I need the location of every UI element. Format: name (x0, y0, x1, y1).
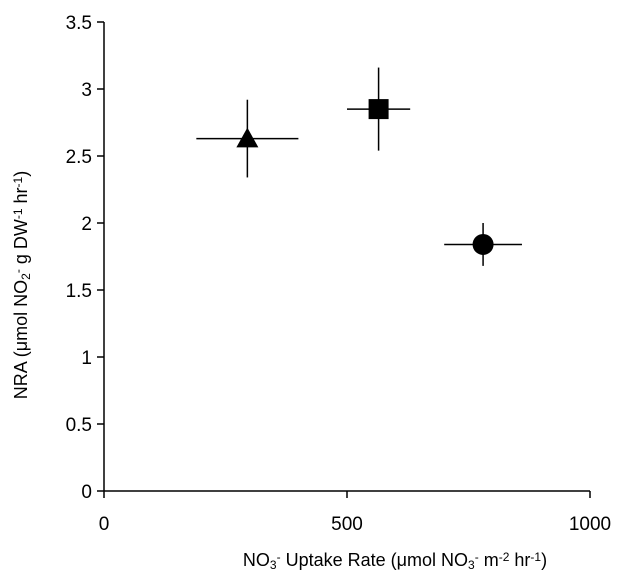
x-axis-label: NO3- Uptake Rate (μmol NO3- m-2 hr-1) (243, 550, 547, 572)
y-tick-label: 3 (81, 80, 92, 101)
label-superscript: - (11, 269, 25, 273)
label-text: g DW (11, 219, 31, 269)
error-bars (196, 67, 522, 266)
label-superscript: -1 (530, 550, 541, 564)
y-tick-label: 2.5 (66, 147, 92, 168)
label-text: ) (541, 550, 547, 570)
triangle-marker (236, 127, 259, 148)
label-text: m (479, 550, 499, 570)
x-tick-label: 1000 (569, 514, 611, 535)
label-subscript: 2 (19, 273, 33, 280)
y-tick-label: 0 (81, 482, 92, 503)
label-subscript: 3 (468, 558, 475, 572)
x-axis-ticks: 0 500 1000 (99, 491, 611, 535)
label-superscript: - (475, 550, 479, 564)
label-superscript: -2 (499, 550, 510, 564)
label-text: ) (11, 171, 31, 177)
label-text: NRA (μmol NO (11, 280, 31, 399)
label-superscript: -1 (11, 208, 25, 219)
label-text: NO (243, 550, 270, 570)
y-tick-label: 2 (81, 214, 92, 235)
y-tick-label: 0.5 (66, 415, 92, 436)
label-subscript: 3 (270, 558, 277, 572)
square-marker (368, 99, 389, 120)
y-tick-label: 3.5 (66, 13, 92, 34)
x-tick-label: 0 (99, 514, 110, 535)
label-text: Uptake Rate (μmol NO (281, 550, 468, 570)
y-axis-label: NRA (μmol NO2- g DW-1 hr-1) (11, 171, 33, 399)
y-axis-ticks: 0 0.5 1 1.5 2 2.5 3 3.5 (66, 13, 104, 503)
label-superscript: -1 (11, 176, 25, 187)
label-text: hr (509, 550, 530, 570)
x-tick-label: 500 (331, 514, 363, 535)
circle-marker (472, 233, 494, 255)
y-tick-label: 1.5 (66, 281, 92, 302)
data-markers (236, 99, 494, 255)
axes (103, 22, 590, 492)
label-superscript: - (277, 550, 281, 564)
y-tick-label: 1 (81, 348, 92, 369)
label-text: hr (11, 187, 31, 208)
